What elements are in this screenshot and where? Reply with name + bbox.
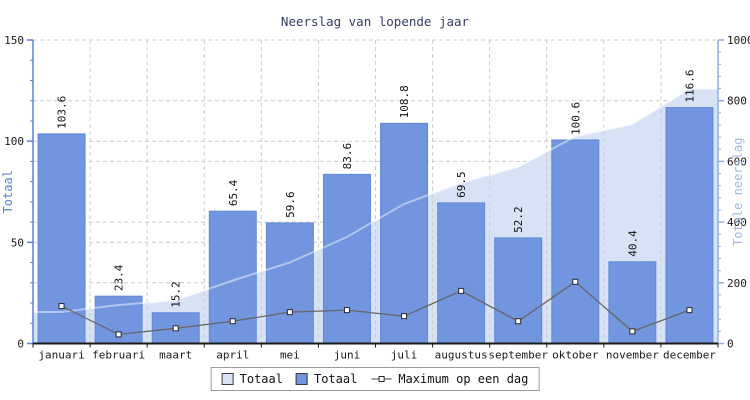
- legend-item[interactable]: Totaal: [221, 372, 283, 386]
- legend-label: Totaal: [239, 372, 283, 386]
- bar-swatch-icon: [295, 373, 308, 385]
- bar-value-label: 52.2: [512, 206, 525, 233]
- bar-value-label: 65.4: [227, 179, 240, 206]
- x-category-label: augustus: [435, 349, 488, 362]
- legend-item[interactable]: Totaal: [295, 372, 358, 386]
- bar-value-label: 15.2: [170, 281, 183, 308]
- y-right-tick-label: 800: [727, 95, 747, 108]
- legend-label: Maximum op een dag: [398, 372, 529, 386]
- x-category-label: april: [216, 349, 249, 362]
- legend-item[interactable]: Maximum op een dag: [370, 372, 528, 386]
- line-marker: [458, 287, 465, 294]
- x-category-label: december: [663, 349, 716, 362]
- y-left-tick-label: 50: [11, 236, 24, 249]
- y-right-tick-label: 600: [727, 155, 747, 168]
- bar-value-label: 103.6: [56, 96, 69, 129]
- y-right-tick-label: 400: [727, 216, 747, 229]
- line-marker: [229, 318, 236, 325]
- bar: [494, 237, 543, 344]
- y-right-tick-label: 0: [727, 338, 734, 351]
- bar-value-label: 69.5: [455, 171, 468, 198]
- bar-value-label: 40.4: [626, 230, 639, 257]
- line-marker: [115, 331, 122, 338]
- line-marker: [515, 318, 522, 325]
- area-edge: [33, 87, 718, 314]
- x-category-label: maart: [159, 349, 192, 362]
- bar: [380, 122, 429, 345]
- line-marker: [58, 303, 65, 310]
- bar-value-label: 100.6: [569, 102, 582, 135]
- y-left-tick-label: 150: [4, 34, 24, 47]
- x-category-label: juli: [391, 349, 418, 362]
- chart-title: Neerslag van lopende jaar: [280, 14, 470, 29]
- bar: [551, 139, 600, 344]
- y-axis-left-title: Totaal: [1, 170, 15, 213]
- x-category-label: september: [488, 349, 548, 362]
- bar: [265, 222, 314, 344]
- line-marker: [343, 307, 350, 314]
- line-marker: [572, 278, 579, 285]
- bar-value-label: 59.6: [284, 191, 297, 218]
- legend: Totaal Totaal Maximum op een dag: [210, 367, 540, 391]
- bar-value-label: 116.6: [683, 69, 696, 102]
- max-day-line: [61, 280, 690, 336]
- line-marker: [286, 309, 293, 316]
- line-marker: [686, 307, 693, 314]
- x-category-label: mei: [280, 349, 300, 362]
- bar: [608, 261, 657, 344]
- bar: [665, 107, 714, 344]
- x-category-label: november: [606, 349, 659, 362]
- area-swatch-icon: [221, 373, 234, 385]
- bar-value-label: 83.6: [341, 143, 354, 170]
- bar-value-label: 23.4: [113, 264, 126, 291]
- y-axis-right-title: Totale neerslag: [731, 138, 745, 246]
- bar: [437, 202, 486, 344]
- y-left-tick-label: 100: [4, 135, 24, 148]
- line-marker: [629, 328, 636, 335]
- legend-label: Totaal: [313, 372, 358, 386]
- x-category-label: februari: [92, 349, 145, 362]
- line-marker: [172, 325, 179, 332]
- bar: [322, 173, 371, 344]
- y-right-tick-label: 1000: [727, 34, 750, 47]
- x-category-label: januari: [38, 349, 84, 362]
- x-category-label: oktober: [552, 349, 599, 362]
- y-left-tick-label: 0: [17, 338, 24, 351]
- line-marker-icon: [371, 376, 392, 382]
- line-marker: [401, 313, 408, 320]
- y-right-tick-label: 200: [727, 277, 747, 290]
- bar-value-label: 108.8: [398, 85, 411, 118]
- x-category-label: juni: [334, 349, 361, 362]
